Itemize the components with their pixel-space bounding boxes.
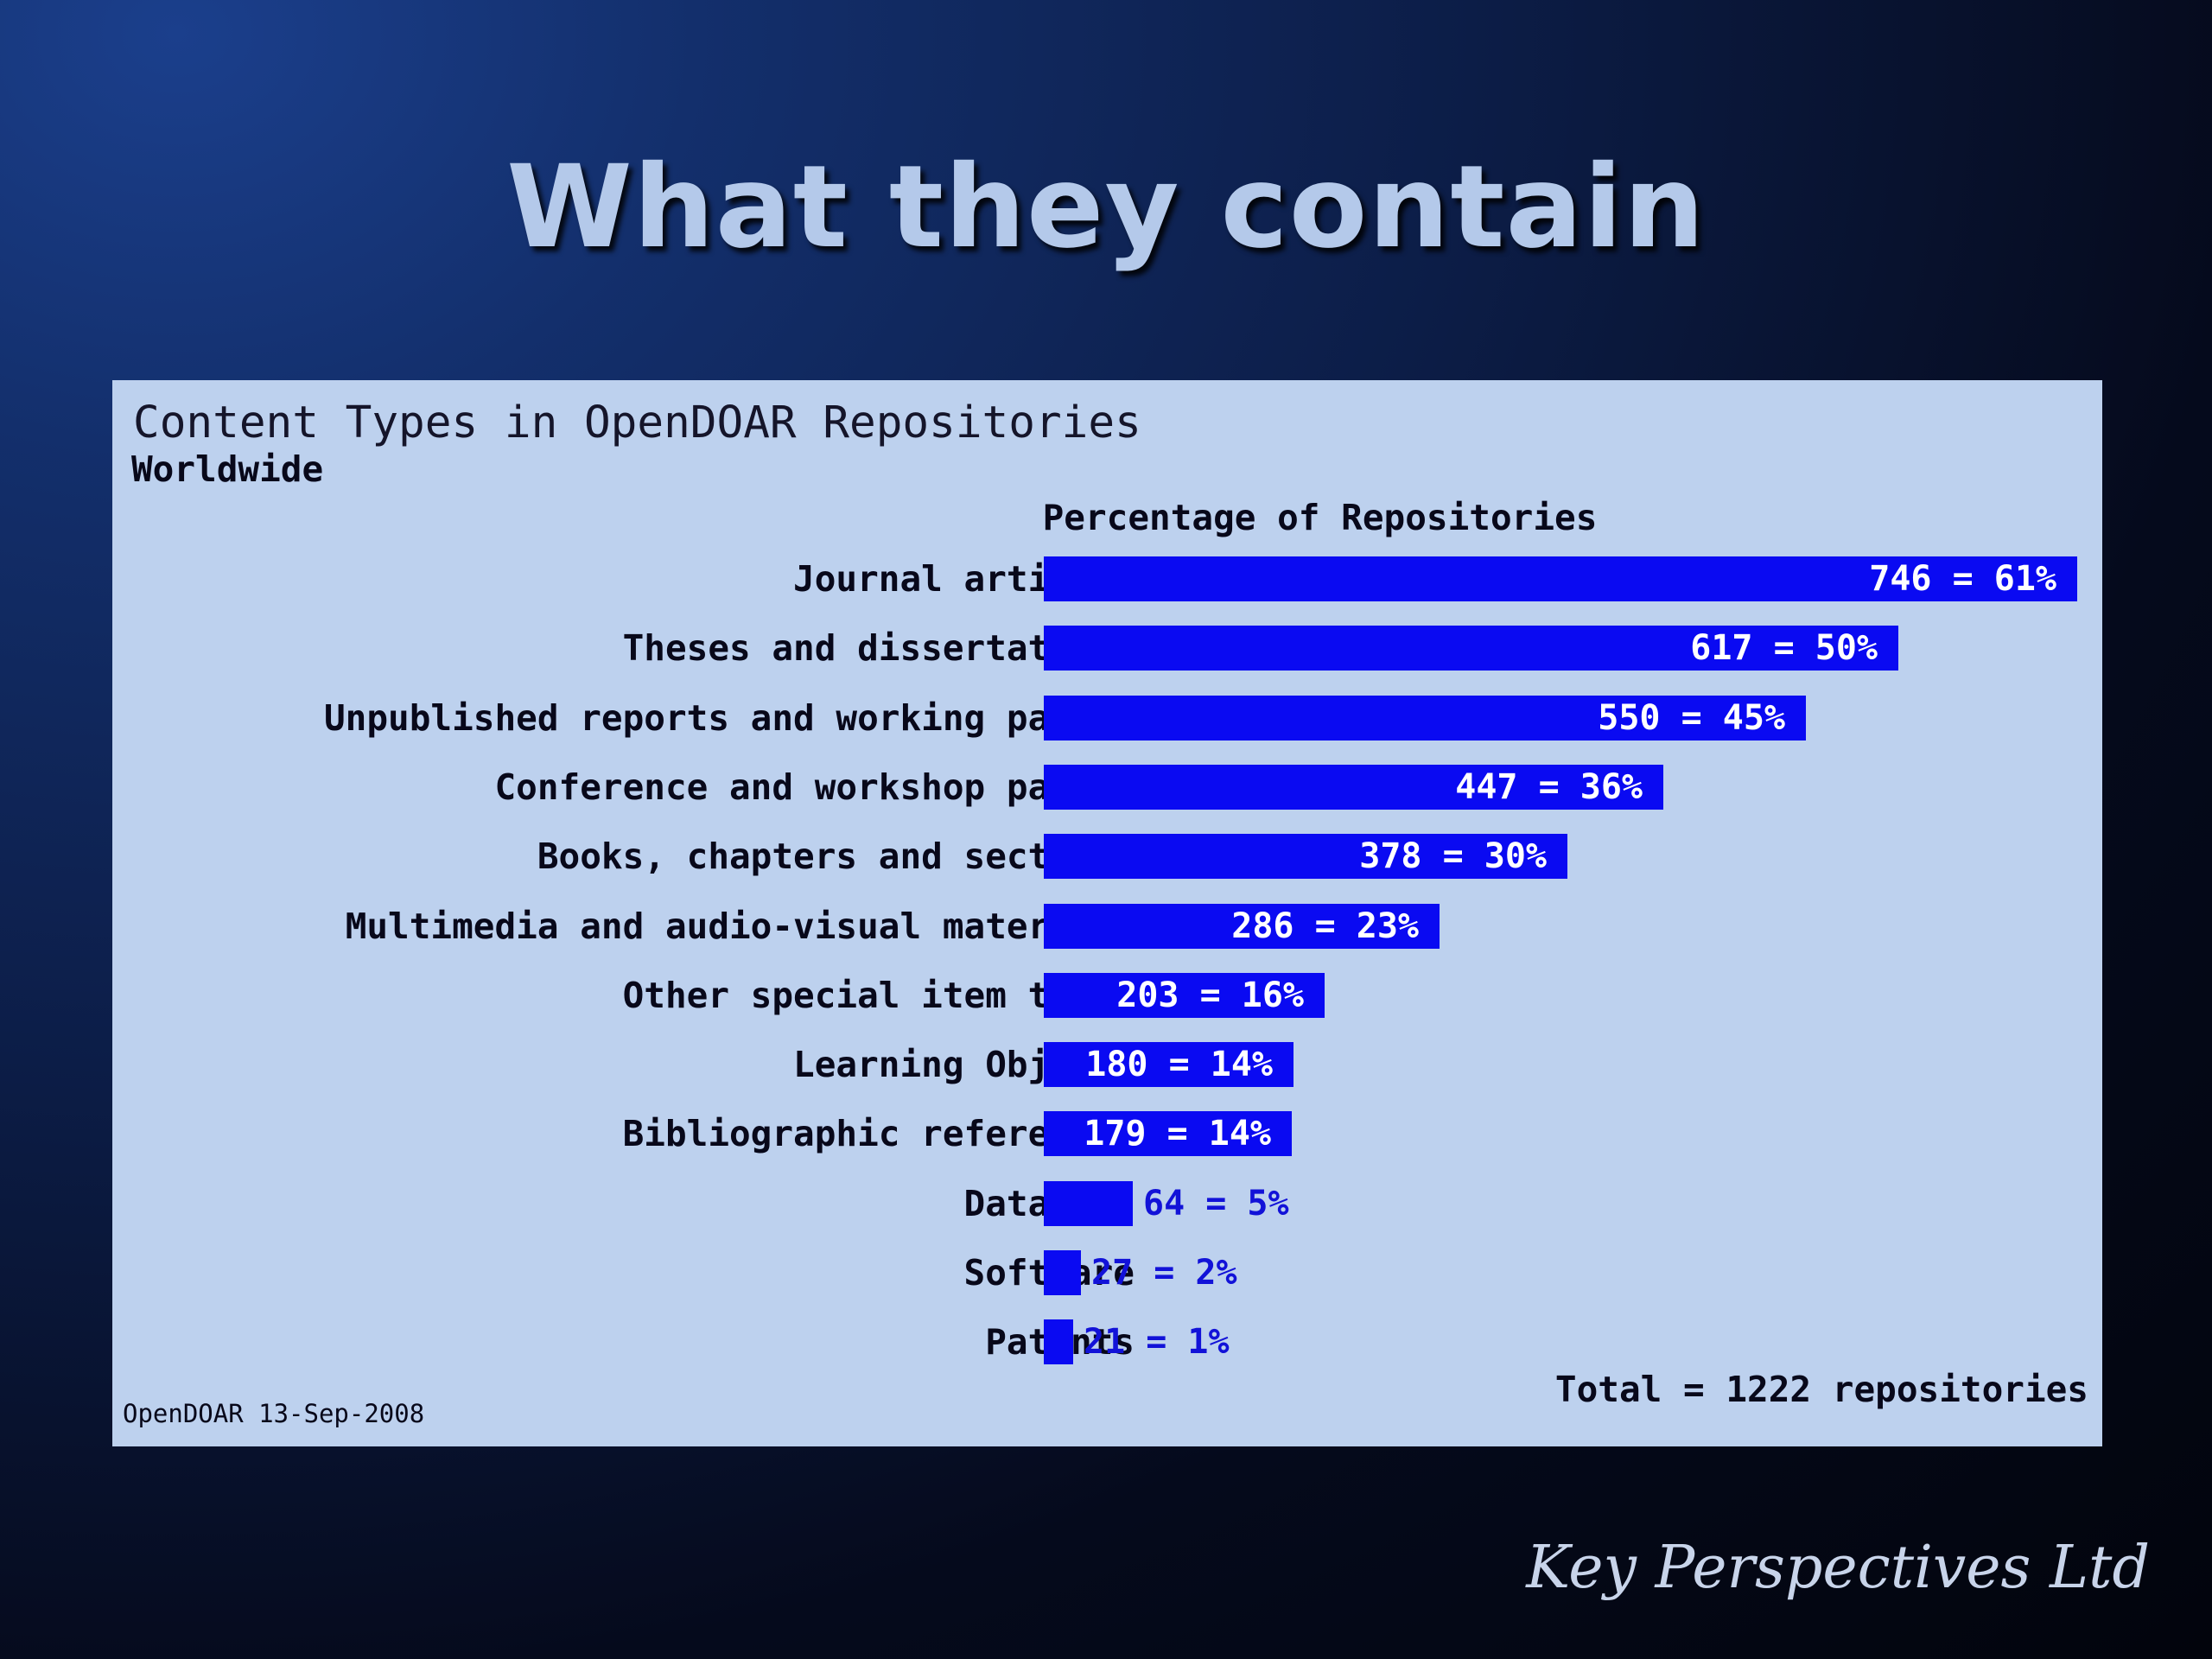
bar [1044, 1042, 1294, 1087]
value-label: 378 = 30% [1359, 836, 1547, 876]
bar [1044, 765, 1663, 810]
value-label: 746 = 61% [1869, 559, 2056, 599]
axis-heading: Percentage of Repositories [1042, 497, 1598, 538]
value-label: 64 = 5% [1143, 1184, 1289, 1224]
bar [1044, 1250, 1081, 1295]
slide-title: What they contain [506, 141, 1706, 274]
chart-panel: Content Types in OpenDOAR Repositories W… [112, 380, 2102, 1446]
value-label: 21 = 1% [1084, 1322, 1230, 1362]
value-label: 203 = 16% [1116, 976, 1304, 1015]
bar [1044, 696, 1806, 741]
total-label: Total = 1222 repositories [1554, 1369, 2088, 1410]
value-label: 179 = 14% [1084, 1114, 1271, 1154]
category-label: Unpublished reports and working papers [324, 697, 1135, 739]
bar [1044, 626, 1898, 671]
chart-subtitle: Worldwide [131, 448, 324, 490]
source-label: OpenDOAR 13-Sep-2008 [123, 1399, 425, 1428]
value-label: 27 = 2% [1091, 1253, 1237, 1293]
category-label: Multimedia and audio-visual materials [345, 906, 1135, 947]
bar [1044, 1111, 1292, 1156]
bar [1044, 834, 1567, 879]
bar [1044, 1181, 1133, 1226]
category-label: Conference and workshop papers [494, 766, 1135, 808]
bar [1044, 904, 1440, 949]
value-label: 180 = 14% [1085, 1045, 1273, 1084]
bar [1044, 556, 2077, 601]
category-label: Books, chapters and sections [537, 836, 1135, 877]
value-label: 447 = 36% [1455, 767, 1643, 807]
chart-title: Content Types in OpenDOAR Repositories [133, 397, 1141, 448]
value-label: 617 = 50% [1690, 628, 1878, 668]
brand-logo-text: Key Perspectives Ltd [1526, 1534, 2150, 1602]
bar [1044, 1319, 1073, 1364]
value-label: 550 = 45% [1598, 698, 1785, 738]
bar [1044, 973, 1325, 1018]
value-label: 286 = 23% [1231, 906, 1419, 946]
